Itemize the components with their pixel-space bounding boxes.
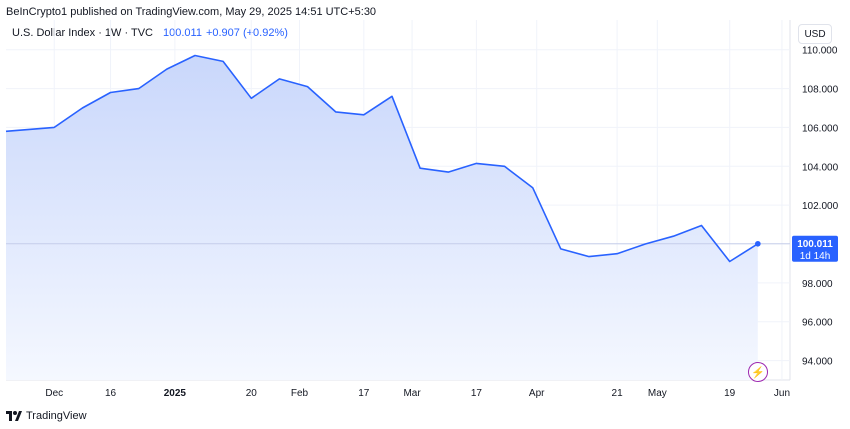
- last-point-marker: [755, 240, 761, 247]
- y-tick-label: 96.000: [802, 318, 833, 329]
- last-value: 100.011: [163, 27, 202, 39]
- x-tick-label: Apr: [529, 388, 545, 399]
- y-tick-label: 102.000: [802, 201, 839, 212]
- price-badge-value: 100.011: [797, 239, 833, 250]
- symbol-legend: U.S. Dollar Index · 1W · TVC 100.011 +0.…: [12, 27, 288, 39]
- price-badge: [792, 235, 838, 262]
- y-tick-label: 108.000: [802, 85, 839, 96]
- y-tick-label: 110.000: [802, 46, 838, 57]
- x-tick-label: 17: [471, 388, 483, 399]
- y-tick-label: 106.000: [802, 123, 839, 134]
- x-tick-label: Jun: [774, 388, 790, 399]
- y-tick-label: 94.000: [802, 357, 833, 368]
- x-tick-label: Dec: [45, 388, 63, 399]
- x-tick-label: 16: [105, 388, 117, 399]
- x-tick-label: 2025: [164, 388, 187, 399]
- x-tick-label: 19: [724, 388, 736, 399]
- price-badge-countdown: 1d 14h: [800, 251, 831, 262]
- y-tick-label: 104.000: [802, 162, 839, 173]
- x-tick-label: 17: [358, 388, 370, 399]
- x-tick-label: Feb: [291, 388, 309, 399]
- x-tick-label: 20: [246, 388, 258, 399]
- x-tick-label: Mar: [403, 388, 421, 399]
- tradingview-brand-label: TradingView: [26, 410, 87, 422]
- x-tick-label: 21: [612, 388, 624, 399]
- area-fill: [6, 55, 758, 380]
- tradingview-mark-icon: [6, 411, 22, 421]
- symbol-name[interactable]: U.S. Dollar Index · 1W · TVC: [12, 27, 153, 39]
- publisher-caption: BeInCrypto1 published on TradingView.com…: [6, 6, 377, 18]
- price-change: +0.907 (+0.92%): [205, 27, 288, 39]
- currency-selector[interactable]: USD: [798, 24, 832, 44]
- tradingview-logo[interactable]: TradingView: [6, 410, 87, 422]
- y-tick-label: 98.000: [802, 279, 833, 290]
- lightning-icon[interactable]: ⚡: [748, 362, 768, 382]
- x-tick-label: May: [648, 388, 667, 399]
